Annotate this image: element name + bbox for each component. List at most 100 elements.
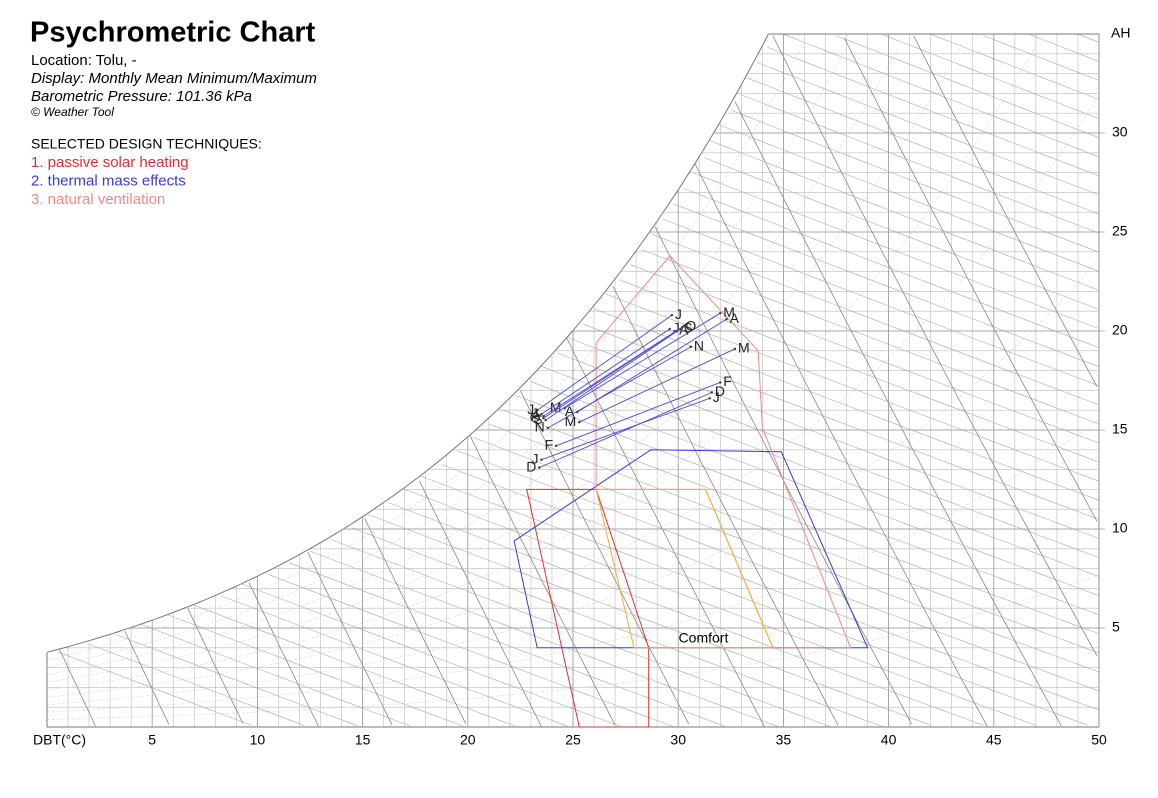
- month-range: [547, 346, 692, 429]
- month-range: [579, 348, 736, 423]
- enthalpy-line: [115, 634, 358, 726]
- enthalpy-line: [499, 408, 1100, 635]
- legend-entry: 1. passive solar heating: [31, 154, 189, 171]
- month-min-label: M: [550, 399, 562, 415]
- month-range: [556, 382, 721, 447]
- enthalpy-line: [983, 35, 1100, 81]
- enthalpy-line: [704, 157, 1100, 310]
- technique-zone: [513, 449, 869, 649]
- month-max-label: N: [694, 338, 704, 354]
- enthalpy-line: [457, 450, 1100, 692]
- x-axis-label: DBT(°C): [33, 732, 86, 748]
- enthalpy-line: [241, 583, 621, 727]
- enthalpy-line: [567, 337, 1100, 539]
- month-min-label: J: [527, 401, 534, 417]
- legend-entry: 2. thermal mass effects: [31, 172, 186, 189]
- month-range: [541, 397, 710, 461]
- y-axis-label: AH: [1111, 25, 1130, 41]
- enthalpy-line: [557, 352, 1100, 558]
- location: Location: Tolu, -: [31, 52, 137, 69]
- volume-line: [913, 36, 1098, 387]
- enthalpy-line: [662, 218, 1100, 387]
- enthalpy-line: [693, 172, 1100, 329]
- x-tick-label: 35: [776, 732, 792, 748]
- rh-curve: [46, 95, 1100, 698]
- enthalpy-line: [514, 394, 1100, 616]
- month-range: [545, 328, 681, 421]
- month-min-label: O: [530, 409, 541, 425]
- month-max-label: M: [738, 340, 750, 356]
- enthalpy-line: [756, 62, 1100, 196]
- volume-line: [694, 163, 988, 728]
- x-tick-label: 50: [1091, 732, 1107, 748]
- month-min-label: M: [565, 413, 577, 429]
- volume-line: [612, 286, 839, 726]
- month-max-point: [670, 313, 674, 317]
- month-min-label: A: [531, 407, 541, 423]
- month-max-point: [708, 397, 711, 400]
- x-tick-label: 10: [250, 732, 266, 748]
- enthalpy-line: [583, 323, 1100, 520]
- month-max-label: D: [715, 383, 725, 399]
- enthalpy-line: [88, 643, 305, 726]
- month-min-point: [578, 420, 581, 424]
- y-tick-label: 15: [1112, 421, 1128, 437]
- enthalpy-line: [541, 366, 1100, 577]
- volume-line: [59, 649, 96, 727]
- y-tick-label: 20: [1112, 322, 1128, 338]
- chart-title: Psychrometric Chart: [30, 17, 316, 49]
- month-max-point: [725, 317, 728, 321]
- x-tick-label: 45: [986, 732, 1002, 748]
- month-min-label: D: [526, 458, 536, 474]
- volume-line: [307, 552, 393, 726]
- month-max-point: [668, 327, 671, 331]
- month-min-point: [540, 412, 543, 416]
- month-max-point: [689, 345, 693, 349]
- enthalpy-line: [641, 249, 1100, 425]
- enthalpy-line: [441, 464, 1100, 711]
- month-range: [564, 312, 721, 409]
- enthalpy-line: [835, 35, 1100, 138]
- month-max-label: J: [713, 389, 720, 405]
- volume-line: [734, 101, 1062, 726]
- month-max-point: [710, 391, 714, 394]
- month-max-label: J: [673, 320, 680, 336]
- month-max-point: [719, 381, 722, 384]
- month-min-label: N: [535, 419, 545, 435]
- month-max-label: F: [723, 373, 732, 389]
- month-max-label: A: [679, 322, 689, 338]
- enthalpy-line: [1030, 34, 1100, 62]
- enthalpy-line: [672, 203, 1100, 367]
- enthalpy-line: [367, 514, 931, 726]
- volume-line: [844, 38, 1098, 522]
- month-range: [543, 326, 683, 419]
- enthalpy-line: [404, 489, 1037, 726]
- volume-line: [364, 518, 467, 724]
- enthalpy-line: [883, 34, 1100, 119]
- y-tick-label: 30: [1112, 124, 1128, 140]
- month-max-label: J: [675, 306, 682, 322]
- rh-curve: [46, 47, 847, 668]
- x-tick-label: 40: [881, 732, 897, 748]
- technique-zone: [526, 488, 650, 728]
- pressure: Barometric Pressure: 101.36 kPa: [31, 88, 252, 105]
- volume-line: [566, 337, 765, 727]
- month-max-label: A: [730, 310, 740, 326]
- enthalpy-line: [330, 539, 831, 728]
- month-min-point: [546, 426, 549, 430]
- month-max-point: [733, 347, 737, 351]
- month-max-label: M: [723, 304, 735, 320]
- month-max-point: [681, 325, 684, 329]
- month-max-label: S: [683, 320, 692, 336]
- enthalpy-line: [267, 574, 674, 727]
- month-min-point: [542, 414, 545, 418]
- comfort-zone: [595, 488, 774, 649]
- y-tick-label: 25: [1112, 223, 1128, 239]
- volume-line: [520, 390, 690, 725]
- y-tick-label: 10: [1112, 520, 1128, 536]
- enthalpy-line: [420, 475, 1089, 726]
- x-tick-label: 5: [148, 732, 156, 748]
- x-tick-label: 25: [565, 732, 581, 748]
- legend-entry: 3. natural ventilation: [31, 191, 165, 208]
- rh-curve: [46, 44, 963, 683]
